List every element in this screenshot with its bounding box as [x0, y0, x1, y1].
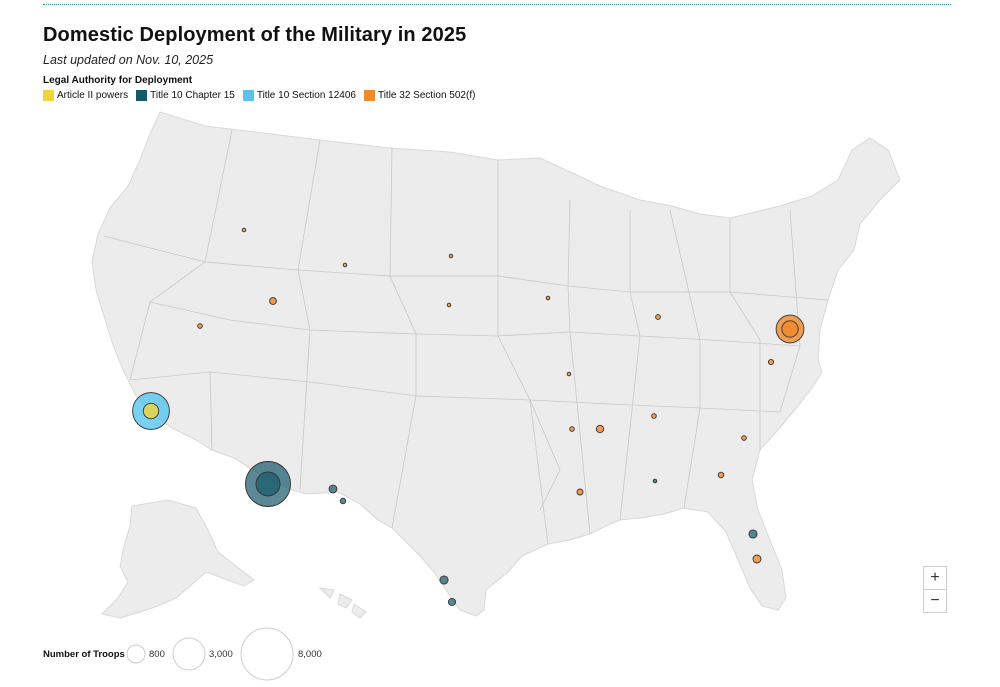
legend-label: Title 10 Chapter 15 — [150, 90, 235, 101]
bubble-south-florida[interactable] — [752, 554, 762, 564]
legend-item-article-ii: Article II powers — [43, 90, 128, 101]
legend-swatch — [136, 90, 148, 101]
bubble-southern-arizona-border-inner[interactable] — [255, 471, 281, 497]
bubble-utah[interactable] — [269, 297, 277, 305]
bubble-el-paso-tx[interactable] — [328, 484, 338, 494]
bubble-brownsville-tx[interactable] — [447, 597, 457, 607]
zoom-out-button[interactable]: − — [924, 589, 946, 612]
size-legend-value-800: 800 — [149, 649, 165, 660]
contiguous-us-land — [91, 111, 901, 617]
size-legend-value-3000: 3,000 — [209, 649, 233, 660]
bubble-south-dakota[interactable] — [448, 253, 454, 259]
size-legend-circle-3000 — [172, 637, 206, 671]
alaska-land — [101, 499, 255, 619]
top-divider — [43, 4, 951, 5]
size-legend-title: Number of Troops — [43, 649, 125, 660]
bubble-virginia[interactable] — [767, 358, 775, 366]
legend-label: Article II powers — [57, 90, 129, 101]
bubble-tennessee[interactable] — [651, 413, 657, 419]
legend-label: Title 32 Section 502(f) — [377, 90, 476, 101]
bubble-wyoming[interactable] — [342, 262, 348, 268]
legend-swatch — [242, 90, 254, 101]
bubble-missouri[interactable] — [566, 371, 572, 377]
legend-swatch — [363, 90, 375, 101]
bubble-florida-east-coast[interactable] — [748, 529, 758, 539]
bubble-south-carolina[interactable] — [741, 435, 747, 441]
bubble-idaho[interactable] — [241, 227, 247, 233]
size-legend-circle-800 — [126, 644, 146, 664]
deployment-bubbles[interactable] — [132, 227, 805, 607]
bubble-los-angeles-ca-inner[interactable] — [142, 402, 160, 420]
legend-label: Title 10 Section 12406 — [256, 90, 356, 101]
legend-item-title10-ch15: Title 10 Chapter 15 — [136, 90, 235, 101]
bubble-louisiana[interactable] — [576, 488, 584, 496]
bubble-iowa[interactable] — [545, 295, 551, 301]
size-legend — [126, 627, 294, 681]
bubble-south-texas-coast[interactable] — [439, 575, 449, 585]
zoom-in-button[interactable]: + — [930, 569, 940, 586]
size-legend-value-8000: 8,000 — [298, 649, 322, 660]
zoom-control: + − — [923, 566, 947, 613]
page-title: Domestic Deployment of the Military in 2… — [43, 24, 467, 46]
legend-item-title10-12406: Title 10 Section 12406 — [242, 90, 356, 101]
legend-item-title32-502f: Title 32 Section 502(f) — [363, 90, 476, 101]
bubble-georgia[interactable] — [717, 471, 725, 479]
legend-swatch — [43, 90, 54, 101]
size-legend-circle-8000 — [240, 627, 294, 681]
last-updated: Last updated on Nov. 10, 2025 — [43, 53, 214, 67]
bubble-alabama[interactable] — [652, 478, 658, 484]
land-shapes — [91, 111, 901, 619]
bubble-washington-dc-inner[interactable] — [781, 320, 799, 338]
color-legend: Article II powers Title 10 Chapter 15 Ti… — [43, 90, 475, 101]
bubble-arkansas[interactable] — [569, 426, 575, 432]
bubble-nebraska[interactable] — [446, 302, 452, 308]
bubble-indiana[interactable] — [655, 314, 661, 320]
bubble-west-texas-border[interactable] — [339, 497, 347, 505]
state-borders — [103, 129, 829, 545]
hawaii-land — [318, 587, 367, 619]
bubble-nevada[interactable] — [197, 323, 203, 329]
legend-heading: Legal Authority for Deployment — [43, 75, 193, 86]
bubble-memphis-tn[interactable] — [595, 424, 605, 434]
